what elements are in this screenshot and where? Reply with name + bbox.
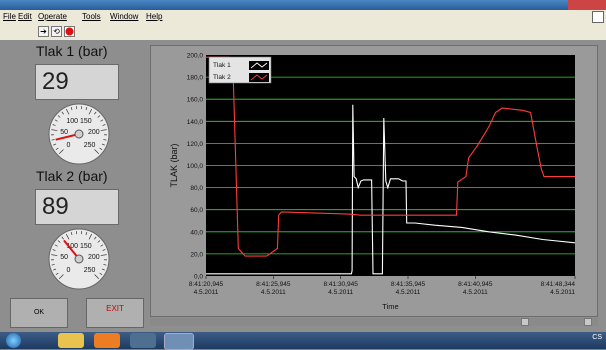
- tlak2-gauge-tick-label: 200: [88, 254, 100, 261]
- tlak1-label: Tlak 1 (bar): [36, 43, 108, 59]
- x-tick-label-time: 8:41:48,344: [541, 281, 576, 288]
- tlak1-gauge-tick-label: 250: [84, 142, 96, 149]
- y-tick-label: 80,0: [190, 185, 203, 192]
- x-tick-label-time: 8:41:25,945: [256, 281, 291, 288]
- start-button[interactable]: [6, 333, 21, 348]
- y-axis-label: TLAK (bar): [169, 143, 179, 187]
- legend-entry-tlak2: Tlak 2: [213, 74, 231, 81]
- explorer-taskbar-icon[interactable]: [58, 333, 84, 348]
- tlak1-gauge-tick-label: 50: [60, 129, 68, 136]
- x-tick-label-date: 4.5.2011: [550, 289, 575, 296]
- tlak2-gauge-hub: [75, 255, 83, 263]
- legend-entry-tlak1: Tlak 1: [213, 62, 231, 69]
- app-taskbar-icon[interactable]: [130, 333, 156, 348]
- y-tick-label: 140,0: [187, 119, 204, 126]
- legend-swatch-tlak2: [249, 73, 269, 82]
- y-tick-label: 200,0: [187, 53, 204, 60]
- tlak1-gauge-tick-label: 200: [88, 129, 100, 136]
- tlak2-numeric-indicator: 89: [35, 189, 119, 225]
- legend-swatch-tlak1: [249, 61, 269, 70]
- tlak2-gauge-tick-label: 250: [84, 267, 96, 274]
- tlak1-gauge-tick-label: 100: [66, 118, 78, 125]
- tlak1-numeric-indicator: 29: [35, 64, 119, 100]
- tlak2-gauge-tick-label: 0: [66, 267, 70, 274]
- x-tick-label-date: 4.5.2011: [328, 289, 353, 296]
- y-tick-label: 120,0: [187, 141, 204, 148]
- x-tick-label-time: 8:41:30,945: [323, 281, 358, 288]
- labview-vi-icon: [592, 11, 604, 23]
- tlak1-gauge-tick-label: 150: [80, 118, 92, 125]
- menu-operate[interactable]: Operate: [38, 12, 67, 21]
- window-titlebar: [0, 0, 606, 10]
- tlak2-label: Tlak 2 (bar): [36, 168, 108, 184]
- y-tick-label: 60,0: [190, 207, 203, 214]
- menu-help[interactable]: Help: [146, 12, 162, 21]
- chart-svg: 0,0 20,0 40,0 60,0 80,0 100,0 120,0 140,0 160,0 1…: [151, 46, 597, 316]
- pressure-chart: 0,0 20,0 40,0 60,0 80,0 100,0 120,0 140,0 160,0 1…: [150, 45, 598, 317]
- y-tick-label: 100,0: [187, 163, 204, 170]
- y-tick-label: 40,0: [190, 229, 203, 236]
- loop-arrows-icon[interactable]: ⟲: [51, 26, 62, 37]
- x-axis-label: Time: [382, 302, 398, 311]
- labview-taskbar-button[interactable]: [164, 333, 194, 350]
- y-tick-label: 20,0: [190, 251, 203, 258]
- toolbar: ➔ ⟲: [0, 24, 606, 41]
- language-indicator[interactable]: CS: [592, 334, 602, 341]
- x-tick-label-time: 8:41:40,945: [458, 281, 493, 288]
- x-tick-label-time: 8:41:35,945: [391, 281, 426, 288]
- menu-tools[interactable]: Tools: [82, 12, 101, 21]
- window-close-button[interactable]: [568, 0, 606, 10]
- system-tray: CS: [592, 334, 602, 341]
- menu-bar: File Edit Operate Tools Window Help: [0, 10, 606, 24]
- y-tick-label: 180,0: [187, 75, 204, 82]
- arrow-right-icon[interactable]: ➔: [38, 26, 49, 37]
- x-tick-label-date: 4.5.2011: [463, 289, 488, 296]
- x-tick-label-date: 4.5.2011: [396, 289, 421, 296]
- chart-horizontal-scrollbar[interactable]: [150, 318, 598, 326]
- x-tick-label-date: 4.5.2011: [194, 289, 219, 296]
- x-tick-label-time: 8:41:20,945: [189, 281, 224, 288]
- stop-circle-icon[interactable]: [64, 26, 75, 37]
- media-player-taskbar-icon[interactable]: [94, 333, 120, 348]
- tlak2-gauge-tick-label: 150: [80, 243, 92, 250]
- tlak1-gauge-hub: [75, 130, 83, 138]
- menu-window[interactable]: Window: [110, 12, 138, 21]
- ok-button[interactable]: OK: [10, 298, 68, 328]
- tlak2-gauge-tick-label: 50: [60, 254, 68, 261]
- tlak1-gauge-tick-label: 0: [66, 142, 70, 149]
- menu-file[interactable]: File: [3, 12, 16, 21]
- chart-legend: Tlak 1 Tlak 2: [209, 57, 271, 83]
- scroll-left-button[interactable]: [521, 318, 529, 326]
- scroll-right-button[interactable]: [584, 318, 592, 326]
- x-tick-label-date: 4.5.2011: [261, 289, 286, 296]
- y-tick-label: 160,0: [187, 97, 204, 104]
- exit-button[interactable]: EXIT: [86, 298, 144, 328]
- y-tick-label: 0,0: [194, 274, 203, 281]
- windows-taskbar: CS: [0, 332, 606, 349]
- menu-edit[interactable]: Edit: [18, 12, 32, 21]
